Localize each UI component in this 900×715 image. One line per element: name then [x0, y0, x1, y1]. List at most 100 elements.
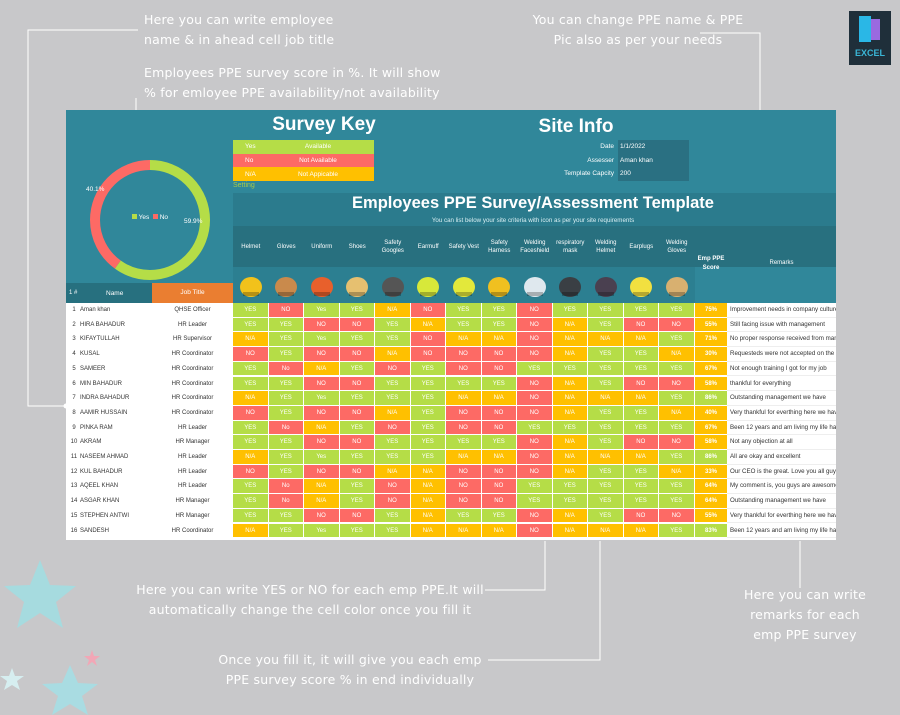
ppe-status-cell[interactable]: NO: [304, 317, 340, 333]
ppe-status-cell[interactable]: YES: [659, 303, 695, 318]
ppe-status-cell[interactable]: N/A: [481, 332, 517, 348]
ppe-status-cell[interactable]: N/A: [623, 391, 659, 406]
ppe-status-cell[interactable]: YES: [268, 347, 304, 362]
ppe-status-cell[interactable]: NO: [481, 479, 517, 495]
ppe-status-cell[interactable]: NO: [481, 420, 517, 436]
job-title[interactable]: QHSE Officer: [174, 307, 211, 313]
ppe-status-cell[interactable]: N/A: [446, 332, 482, 348]
ppe-status-cell[interactable]: YES: [517, 361, 553, 377]
ppe-status-cell[interactable]: NO: [339, 376, 375, 392]
ppe-status-cell[interactable]: YES: [268, 376, 304, 392]
ppe-status-cell[interactable]: NO: [446, 464, 482, 480]
ppe-status-cell[interactable]: N/A: [552, 347, 588, 362]
remark[interactable]: Very thankful for everthing here we have: [727, 406, 836, 421]
ppe-status-cell[interactable]: NO: [268, 303, 304, 318]
ppe-status-cell[interactable]: NO: [481, 464, 517, 480]
ppe-header-respiratory-mask[interactable]: respiratory mask: [556, 239, 585, 254]
ppe-status-cell[interactable]: NO: [233, 464, 269, 480]
ppe-status-cell[interactable]: YES: [588, 376, 624, 392]
ppe-status-cell[interactable]: N/A: [446, 523, 482, 539]
faceshield-icon[interactable]: [517, 269, 553, 303]
ppe-status-cell[interactable]: N/A: [375, 347, 411, 362]
ppe-status-cell[interactable]: YES: [623, 347, 659, 362]
ppe-status-cell[interactable]: NO: [339, 508, 375, 524]
remark[interactable]: Not any objection at all: [727, 435, 836, 450]
assesser-value[interactable]: Aman khan: [620, 156, 653, 164]
ppe-status-cell[interactable]: NO: [517, 376, 553, 392]
ppe-status-cell[interactable]: NO: [517, 347, 553, 362]
ppe-status-cell[interactable]: YES: [410, 391, 446, 406]
ppe-status-cell[interactable]: N/A: [375, 405, 411, 421]
ppe-status-cell[interactable]: YES: [268, 435, 304, 450]
ppe-status-cell[interactable]: YES: [339, 450, 375, 465]
ppe-status-cell[interactable]: N/A: [552, 435, 588, 450]
employee-name[interactable]: NASEEM AHMAD: [80, 454, 129, 460]
ppe-header-gloves[interactable]: Gloves: [276, 243, 296, 250]
welding-gloves-icon[interactable]: [659, 269, 695, 303]
ppe-status-cell[interactable]: N/A: [659, 405, 695, 421]
job-title[interactable]: HR Manager: [175, 512, 210, 519]
employee-name[interactable]: PINKA RAM: [80, 424, 113, 431]
ppe-status-cell[interactable]: NO: [446, 405, 482, 421]
ppe-status-cell[interactable]: YES: [446, 376, 482, 392]
employee-name[interactable]: AKRAM: [80, 439, 102, 446]
ppe-header-earmuff[interactable]: Earmuff: [417, 243, 439, 250]
job-title[interactable]: HR Coordinator: [171, 409, 214, 416]
ppe-status-cell[interactable]: NO: [233, 347, 269, 362]
ppe-status-cell[interactable]: NO: [517, 405, 553, 421]
ppe-status-cell[interactable]: YES: [623, 479, 659, 495]
ppe-status-cell[interactable]: No: [268, 361, 304, 377]
ppe-status-cell[interactable]: YES: [588, 435, 624, 450]
ppe-status-cell[interactable]: YES: [268, 391, 304, 406]
safety-goggles-icon[interactable]: [375, 269, 411, 303]
ppe-status-cell[interactable]: N/A: [552, 317, 588, 333]
ppe-status-cell[interactable]: NO: [623, 435, 659, 450]
earmuff-icon[interactable]: [411, 269, 447, 303]
ppe-status-cell[interactable]: YES: [233, 508, 269, 524]
earplugs-icon[interactable]: [624, 269, 660, 303]
employee-name[interactable]: KUL BAHADUR: [80, 468, 123, 475]
ppe-status-cell[interactable]: N/A: [588, 332, 624, 348]
ppe-status-cell[interactable]: NO: [517, 523, 553, 539]
ppe-status-cell[interactable]: N/A: [552, 376, 588, 392]
ppe-status-cell[interactable]: YES: [623, 361, 659, 377]
ppe-status-cell[interactable]: YES: [659, 523, 695, 539]
ppe-status-cell[interactable]: N/A: [233, 391, 269, 406]
ppe-status-cell[interactable]: YES: [552, 361, 588, 377]
remark[interactable]: Our CEO is the great. Love you all guys.: [727, 465, 836, 480]
ppe-status-cell[interactable]: NO: [446, 479, 482, 495]
job-title[interactable]: HR Coordinator: [171, 365, 214, 372]
respirator-mask-icon[interactable]: [553, 269, 589, 303]
ppe-status-cell[interactable]: N/A: [410, 479, 446, 495]
remark[interactable]: Been 12 years and am living my life happ…: [727, 524, 836, 539]
ppe-status-cell[interactable]: YES: [375, 376, 411, 392]
remark[interactable]: thankful for everything: [727, 377, 836, 392]
ppe-status-cell[interactable]: YES: [233, 303, 269, 318]
ppe-header-welding-helmet[interactable]: Welding Helmet: [594, 239, 617, 254]
ppe-status-cell[interactable]: N/A: [481, 391, 517, 406]
ppe-status-cell[interactable]: NO: [304, 347, 340, 362]
ppe-status-cell[interactable]: YES: [375, 523, 411, 539]
ppe-status-cell[interactable]: N/A: [659, 347, 695, 362]
ppe-status-cell[interactable]: NO: [375, 361, 411, 377]
ppe-status-cell[interactable]: YES: [623, 420, 659, 436]
ppe-status-cell[interactable]: N/A: [304, 361, 340, 377]
job-title[interactable]: HR Leader: [177, 483, 207, 490]
ppe-status-cell[interactable]: YES: [233, 479, 269, 495]
ppe-status-cell[interactable]: NO: [517, 303, 553, 318]
ppe-status-cell[interactable]: N/A: [481, 450, 517, 465]
ppe-status-cell[interactable]: NO: [446, 347, 482, 362]
ppe-status-cell[interactable]: YES: [446, 435, 482, 450]
ppe-status-cell[interactable]: NO: [659, 376, 695, 392]
ppe-status-cell[interactable]: NO: [446, 361, 482, 377]
employee-name[interactable]: Aman khan: [80, 307, 111, 313]
ppe-status-cell[interactable]: N/A: [233, 523, 269, 539]
ppe-status-cell[interactable]: NO: [304, 405, 340, 421]
ppe-status-cell[interactable]: YES: [659, 450, 695, 465]
ppe-status-cell[interactable]: NO: [304, 508, 340, 524]
employee-name[interactable]: SAMEER: [80, 365, 106, 372]
employee-name[interactable]: HIRA BAHADUR: [80, 321, 126, 328]
ppe-status-cell[interactable]: YES: [375, 435, 411, 450]
ppe-status-cell[interactable]: YES: [410, 450, 446, 465]
ppe-status-cell[interactable]: NO: [517, 317, 553, 333]
